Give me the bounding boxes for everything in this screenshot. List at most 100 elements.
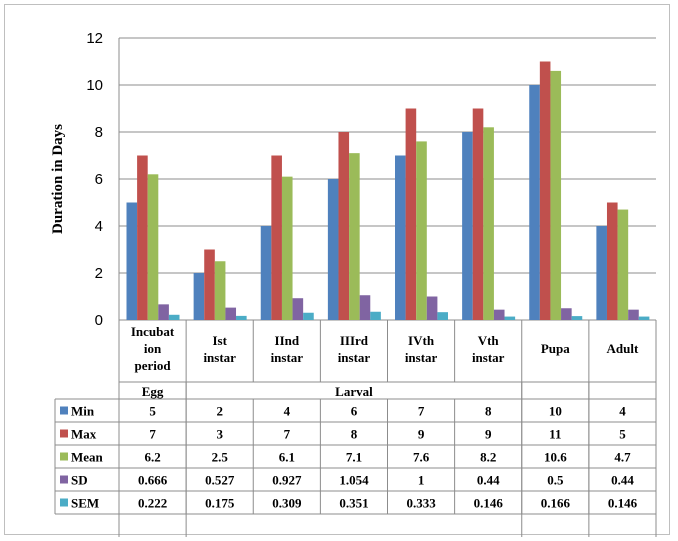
category-label: IIIrd [340, 333, 369, 348]
table-cell-value: 7.1 [346, 450, 362, 465]
bar-mean-0 [147, 174, 159, 320]
category-label: IInd [275, 333, 300, 348]
table-cell-value: 0.351 [339, 496, 368, 511]
bars [126, 61, 650, 321]
table-cell-value: 11 [549, 427, 561, 442]
bar-sem-4 [437, 312, 448, 320]
category-label: instar [472, 350, 505, 365]
bar-min-7 [596, 226, 607, 320]
table-cell-value: 9 [485, 427, 492, 442]
table-cell-value: 0.146 [608, 496, 638, 511]
table-cell-value: 6 [351, 404, 358, 419]
y-tick-label: 10 [86, 77, 103, 94]
table-cell-value: 0.166 [541, 496, 571, 511]
bar-sem-1 [236, 315, 247, 320]
bar-min-3 [327, 179, 339, 320]
axes: 024681012IncubationperiodIstinstarIIndin… [86, 30, 657, 537]
legend-key-sd [60, 475, 68, 484]
bar-sem-5 [504, 316, 516, 320]
bar-mean-1 [214, 261, 226, 320]
legend-name: Min [71, 404, 95, 419]
table-cell-value: 4 [619, 404, 626, 419]
table-cell-value: 8 [351, 427, 358, 442]
table-cell-value: 1.054 [339, 473, 369, 488]
category-label: instar [405, 350, 438, 365]
y-tick-label: 6 [95, 171, 103, 188]
bar-max-1 [204, 249, 215, 320]
bar-min-1 [193, 273, 205, 320]
table-cell-value: 7 [284, 427, 291, 442]
table-cell-value: 0.527 [205, 473, 235, 488]
bar-max-2 [271, 155, 282, 320]
table-cell-value: 10 [549, 404, 562, 419]
bar-sem-3 [370, 311, 381, 320]
bar-sd-7 [628, 309, 639, 320]
bar-min-0 [126, 202, 138, 320]
table-cell-value: 6.2 [144, 450, 160, 465]
bar-sd-6 [561, 308, 572, 320]
table-cell-value: 2.5 [212, 450, 229, 465]
legend-name: SD [71, 473, 88, 488]
bar-mean-7 [617, 209, 629, 320]
bar-mean-3 [349, 153, 360, 320]
data-table: Min 5 2 4 6 7 8 10 4 Max 7 3 7 8 9 9 11 5 Mean 6.2 2.5 6.1 7.1… [54, 398, 657, 515]
bar-max-7 [606, 202, 618, 320]
legend-name: Mean [71, 450, 104, 465]
bar-min-2 [260, 226, 272, 320]
bar-sem-0 [168, 314, 180, 320]
category-label: ion [144, 341, 162, 356]
table-cell-value: 0.333 [406, 496, 436, 511]
legend-key-sem [60, 498, 68, 507]
table-cell-value: 0.146 [474, 496, 504, 511]
bar-mean-6 [550, 70, 562, 321]
bar-sd-1 [225, 307, 237, 320]
category-label: IVth [408, 333, 435, 348]
y-axis-label: Duration in Days [50, 124, 66, 234]
category-label: Adult [607, 341, 639, 356]
category-label: instar [271, 350, 304, 365]
table-cell-value: 5 [149, 404, 156, 419]
category-label: period [135, 358, 172, 373]
legend-key-mean [60, 452, 68, 461]
y-tick-label: 12 [86, 30, 103, 47]
bar-sd-0 [158, 304, 169, 320]
bar-sem-6 [571, 316, 583, 320]
legend-key-max [60, 429, 68, 438]
table-cell-value: 7.6 [413, 450, 430, 465]
bar-min-6 [529, 85, 540, 320]
legend-key-min [60, 406, 68, 415]
bar-sd-5 [493, 309, 505, 320]
y-tick-label: 4 [95, 218, 103, 235]
table-cell-value: 6.1 [279, 450, 295, 465]
table-cell-value: 0.666 [138, 473, 168, 488]
table-cell-value: 0.44 [477, 473, 500, 488]
table-cell-value: 0.175 [205, 496, 235, 511]
table-cell-value: 0.309 [272, 496, 302, 511]
bar-mean-4 [416, 141, 427, 320]
y-tick-label: 0 [95, 312, 103, 329]
table-cell-value: 2 [216, 404, 223, 419]
legend-name: SEM [71, 496, 99, 511]
bar-max-6 [539, 61, 551, 320]
chart-frame [4, 4, 670, 535]
table-cell-value: 0.44 [611, 473, 634, 488]
bar-max-4 [405, 108, 417, 320]
bar-min-5 [462, 132, 473, 320]
table-cell-value: 0.927 [272, 473, 302, 488]
table-cell-value: 7 [149, 427, 156, 442]
category-label: Vth [478, 333, 500, 348]
table-cell-value: 8.2 [480, 450, 496, 465]
bar-sem-2 [303, 312, 314, 320]
y-tick-label: 2 [95, 265, 103, 282]
category-label: Incubat [131, 324, 175, 339]
bar-max-0 [137, 155, 148, 320]
bar-max-3 [338, 132, 350, 320]
table-cell-value: 0.222 [138, 496, 167, 511]
group-label: Larval [335, 384, 373, 399]
legend-name: Max [71, 427, 97, 442]
category-label: Ist [212, 333, 227, 348]
group-label: Egg [142, 384, 164, 399]
table-cell-value: 7 [418, 404, 425, 419]
table-cell-value: 1 [418, 473, 425, 488]
